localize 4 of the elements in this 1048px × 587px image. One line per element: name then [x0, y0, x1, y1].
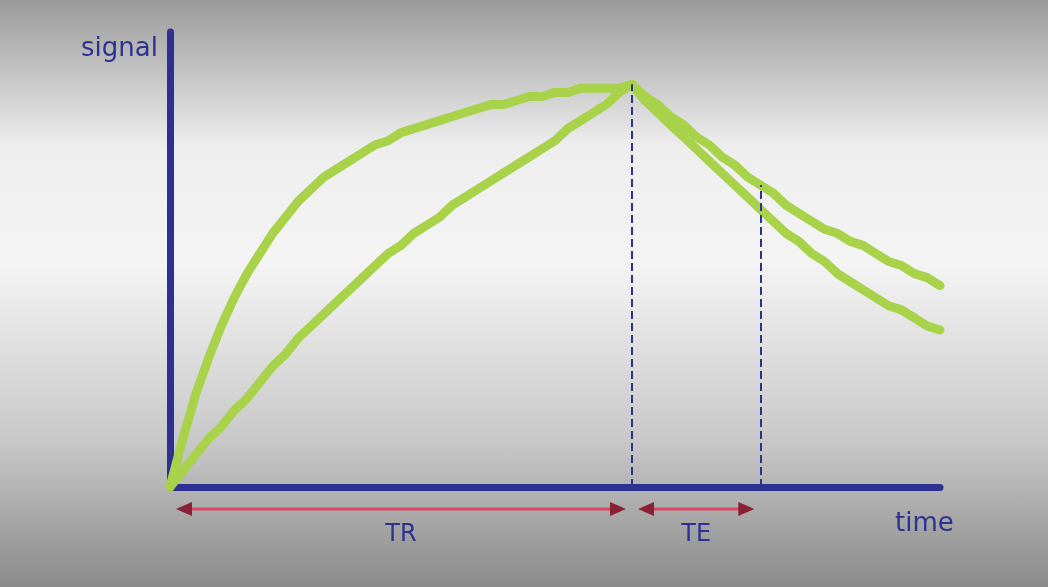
x-axis-title: time [895, 507, 954, 537]
text: TR [385, 519, 417, 547]
text: TE [681, 519, 712, 547]
y-axis-title: signal [81, 32, 158, 62]
